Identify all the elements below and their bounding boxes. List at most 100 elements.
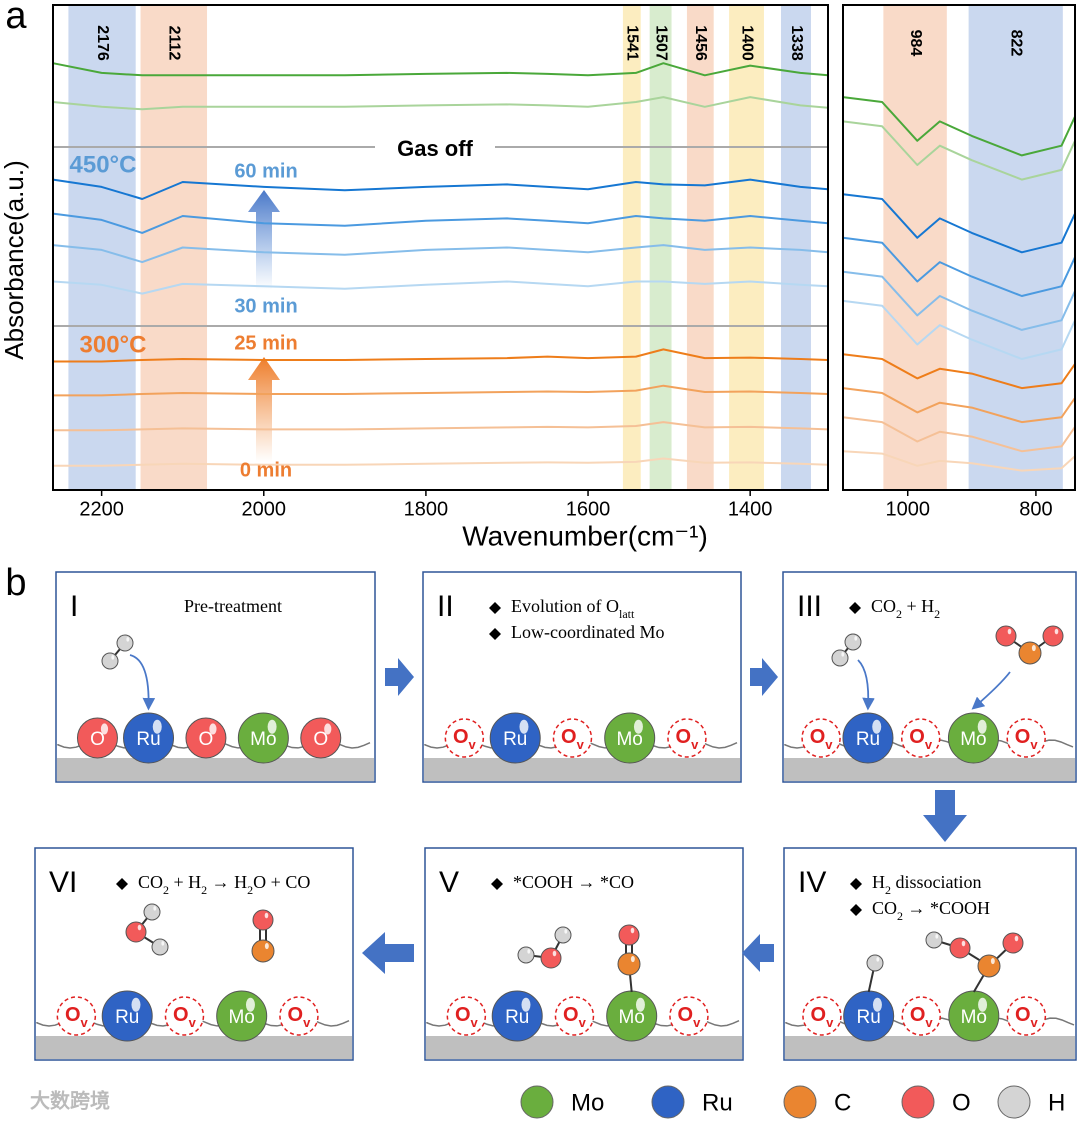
- atom: [540, 947, 562, 969]
- atom: [866, 954, 884, 972]
- atom: [925, 931, 943, 949]
- atom-label-part: v: [471, 1015, 479, 1030]
- band-label: 2112: [166, 26, 183, 61]
- vacancy: [279, 996, 319, 1036]
- atom: [101, 652, 119, 670]
- atom-highlight: [111, 655, 115, 660]
- x-tick-label: 800: [1019, 498, 1052, 520]
- annotation: 25 min: [234, 332, 297, 354]
- legend-swatch: [783, 1085, 817, 1119]
- step-text-part: + H: [169, 872, 201, 892]
- atom-highlight: [990, 957, 995, 965]
- step-text-part: Pre-treatment: [184, 596, 282, 616]
- atom-label-part: Mo: [228, 1007, 254, 1028]
- time-arrow: [248, 357, 280, 462]
- vacancy: [446, 996, 487, 1036]
- atom-highlight: [872, 719, 882, 734]
- substrate: [57, 758, 374, 781]
- annotation: 60 min: [234, 160, 297, 182]
- step-text: Pre-treatment: [184, 596, 282, 616]
- bullet: [489, 602, 501, 614]
- atom-label-part: Mo: [250, 729, 276, 750]
- x-tick-label: 1000: [885, 498, 930, 520]
- step-numeral: III: [797, 590, 822, 623]
- atom-label-part: O: [676, 726, 692, 748]
- step-text-part: O + CO: [253, 872, 310, 892]
- spectrum-line: [52, 280, 829, 295]
- atom-label-part: v: [826, 1015, 834, 1030]
- atom-label: Ov: [909, 726, 933, 752]
- vacancy: [164, 996, 205, 1036]
- atom: [151, 938, 169, 956]
- spectrum-line: [842, 353, 1076, 390]
- atom-label-part: v: [469, 737, 477, 752]
- atom-label: Ov: [676, 726, 700, 752]
- atom: [844, 633, 862, 651]
- atom-highlight: [161, 941, 165, 946]
- atom-highlight: [630, 927, 635, 934]
- band: [968, 5, 1063, 490]
- atom: [1018, 641, 1042, 665]
- atom: [617, 952, 641, 976]
- vacancy: [802, 996, 842, 1036]
- vacancy: [1006, 718, 1046, 758]
- substrate: [785, 1036, 1075, 1059]
- x-axis-label: Wavenumber(cm⁻¹): [462, 520, 708, 551]
- atom-highlight: [1007, 628, 1012, 635]
- atom-label-part: O: [1015, 726, 1031, 748]
- band-label: 822: [1007, 30, 1024, 57]
- atom-label-part: v: [81, 1015, 89, 1030]
- atom-highlight: [961, 940, 966, 947]
- legend-label: C: [834, 1089, 851, 1116]
- atom-label: O: [90, 729, 105, 750]
- substrate: [426, 1036, 742, 1059]
- panel-label: a: [5, 0, 27, 37]
- atom-label-part: O: [288, 1004, 304, 1026]
- atom: [252, 909, 274, 931]
- atom-highlight: [267, 719, 277, 734]
- atom-highlight: [876, 957, 880, 962]
- atom-highlight: [1031, 644, 1036, 652]
- atom-label-part: Ru: [505, 1007, 529, 1028]
- reaction-arrow: [857, 659, 875, 711]
- x-tick-label: 1400: [728, 498, 773, 520]
- atom-label: Ov: [173, 1004, 197, 1030]
- atom-label-part: O: [561, 726, 577, 748]
- bullet: [491, 878, 503, 890]
- atom-highlight: [264, 912, 269, 919]
- band-label: 984: [907, 30, 924, 57]
- atom-label-part: Mo: [960, 729, 986, 750]
- atom-label-part: O: [563, 1004, 579, 1026]
- atom-label-part: Ru: [136, 729, 160, 750]
- step-text-part: + H: [902, 596, 934, 616]
- step-text-part: 2: [201, 883, 207, 897]
- atom-highlight: [521, 997, 531, 1012]
- atom-label-part: O: [313, 729, 328, 750]
- spectrum-line: [842, 236, 1076, 297]
- atom: [251, 939, 275, 963]
- atom-label: Ov: [65, 1004, 89, 1030]
- step-text-part: *COOH → *CO: [513, 872, 634, 892]
- atom-label-part: O: [173, 1004, 189, 1026]
- atom-label: Ru: [857, 1007, 881, 1028]
- bullet: [850, 878, 862, 890]
- atom-label-part: O: [811, 1004, 827, 1026]
- spectrum-line: [52, 62, 829, 77]
- flow-arrow: [742, 934, 774, 972]
- band-label: 1507: [652, 25, 669, 61]
- atom-label-part: O: [909, 726, 925, 748]
- atom-highlight: [131, 997, 141, 1012]
- flow-arrow: [923, 790, 967, 842]
- vacancy: [552, 718, 593, 758]
- substrate: [36, 1036, 352, 1059]
- step-text: CO2 → *COOH: [872, 898, 990, 923]
- atom-label: Mo: [618, 1007, 644, 1028]
- atom-highlight: [137, 924, 142, 931]
- atom-label-part: Ru: [115, 1007, 139, 1028]
- atom-highlight: [630, 955, 635, 963]
- reaction-arrow: [129, 654, 156, 711]
- step-text-part: Low-coordinated Mo: [511, 622, 664, 642]
- atom: [517, 946, 535, 964]
